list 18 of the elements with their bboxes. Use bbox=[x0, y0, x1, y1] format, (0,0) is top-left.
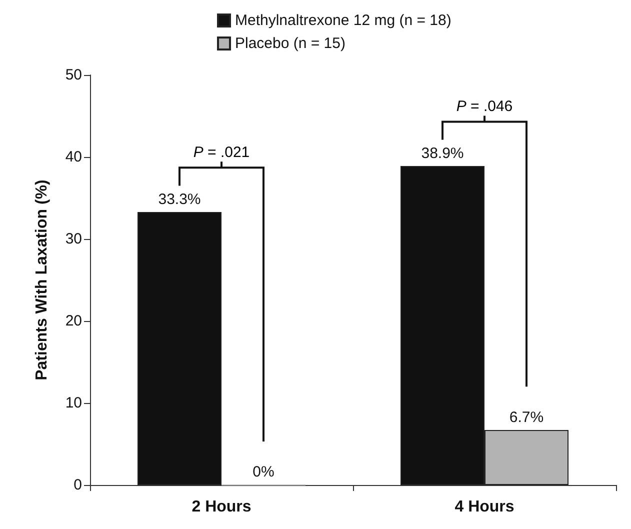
data-label: 33.3% bbox=[158, 190, 201, 208]
legend-label: Methylnaltrexone 12 mg (n = 18) bbox=[235, 12, 452, 29]
y-axis-title: Patients With Laxation (%) bbox=[34, 180, 50, 380]
annotation: P = .046 bbox=[456, 98, 513, 115]
x-tick-label: 2 Hours bbox=[192, 498, 252, 516]
x-tick-label: 4 Hours bbox=[454, 498, 514, 516]
data-label: 38.9% bbox=[421, 145, 464, 162]
y-tick-label: 10 bbox=[65, 394, 82, 412]
y-tick-label: 0 bbox=[74, 476, 82, 494]
y-tick-label: 40 bbox=[65, 148, 82, 166]
bar bbox=[138, 212, 222, 485]
y-tick-label: 20 bbox=[65, 312, 82, 330]
data-label: 6.7% bbox=[509, 409, 544, 426]
data-label: 0% bbox=[252, 464, 274, 480]
y-tick-label: 50 bbox=[65, 66, 82, 84]
annotation: P = .021 bbox=[193, 144, 250, 161]
legend-label: Placebo (n = 15) bbox=[235, 35, 346, 52]
y-tick-label: 30 bbox=[65, 230, 82, 248]
